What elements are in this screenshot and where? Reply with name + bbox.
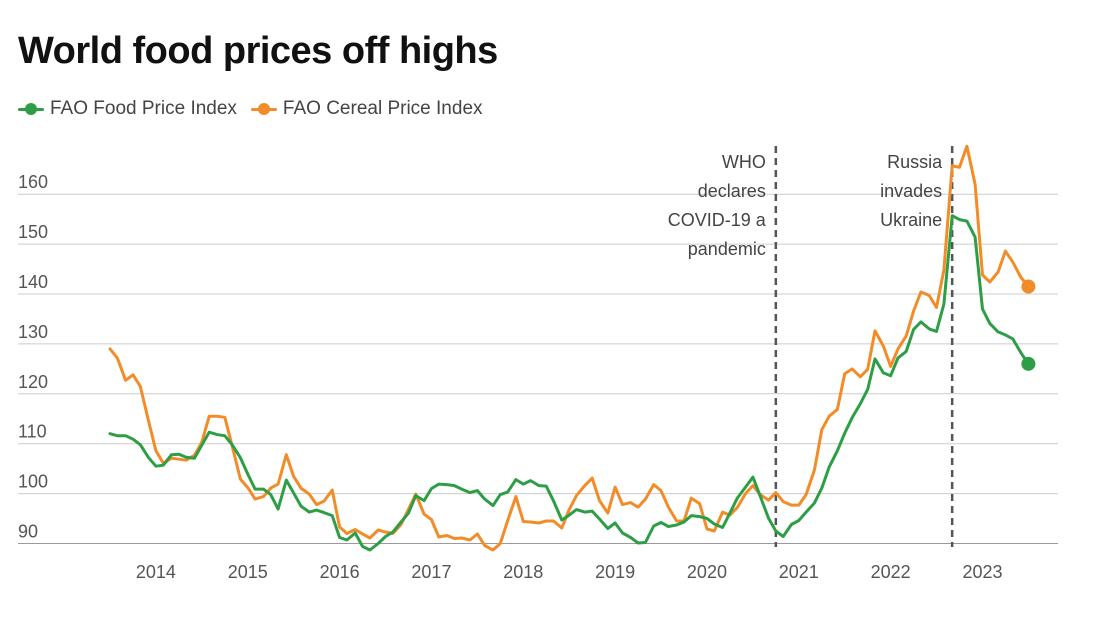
- annotation-text: Ukraine: [880, 210, 942, 230]
- annotation-text: pandemic: [688, 239, 766, 259]
- legend-swatch-food: [18, 103, 44, 115]
- x-tick-label: 2016: [320, 562, 360, 582]
- legend-item-food: FAO Food Price Index: [18, 98, 237, 120]
- legend-label-cereal: FAO Cereal Price Index: [282, 98, 483, 119]
- x-tick-label: 2017: [411, 562, 451, 582]
- series-end-point: [1021, 356, 1036, 371]
- chart-title: World food prices off highs: [18, 30, 498, 72]
- y-tick-label: 90: [18, 522, 38, 542]
- series-line-fao-cereal-price-index: [108, 144, 1030, 552]
- series-line-fao-food-price-index: [108, 214, 1030, 552]
- y-tick-label: 150: [18, 222, 48, 242]
- series-end-point: [1021, 279, 1036, 294]
- x-tick-label: 2019: [595, 562, 635, 582]
- y-tick-label: 140: [18, 272, 48, 292]
- annotation-text: invades: [880, 181, 942, 201]
- legend-item-cereal: FAO Cereal Price Index: [250, 98, 483, 120]
- legend-label-food: FAO Food Price Index: [50, 98, 237, 119]
- annotation-text: COVID-19 a: [668, 210, 767, 230]
- x-tick-label: 2023: [962, 562, 1002, 582]
- x-tick-label: 2021: [779, 562, 819, 582]
- x-tick-label: 2014: [136, 562, 176, 582]
- y-tick-label: 110: [18, 422, 47, 442]
- x-tick-label: 2022: [871, 562, 911, 582]
- annotation-text: WHO: [722, 152, 766, 172]
- legend-swatch-cereal: [250, 103, 277, 115]
- annotation-text: Russia: [887, 152, 943, 172]
- x-tick-label: 2018: [503, 562, 543, 582]
- legend: FAO Food Price Index FAO Cereal Price In…: [18, 98, 497, 120]
- y-tick-label: 120: [18, 372, 48, 392]
- x-tick-label: 2020: [687, 562, 727, 582]
- annotation-text: declares: [698, 181, 766, 201]
- y-tick-label: 130: [18, 322, 48, 342]
- y-tick-label: 160: [18, 172, 48, 192]
- y-tick-label: 100: [18, 472, 48, 492]
- x-tick-label: 2015: [228, 562, 268, 582]
